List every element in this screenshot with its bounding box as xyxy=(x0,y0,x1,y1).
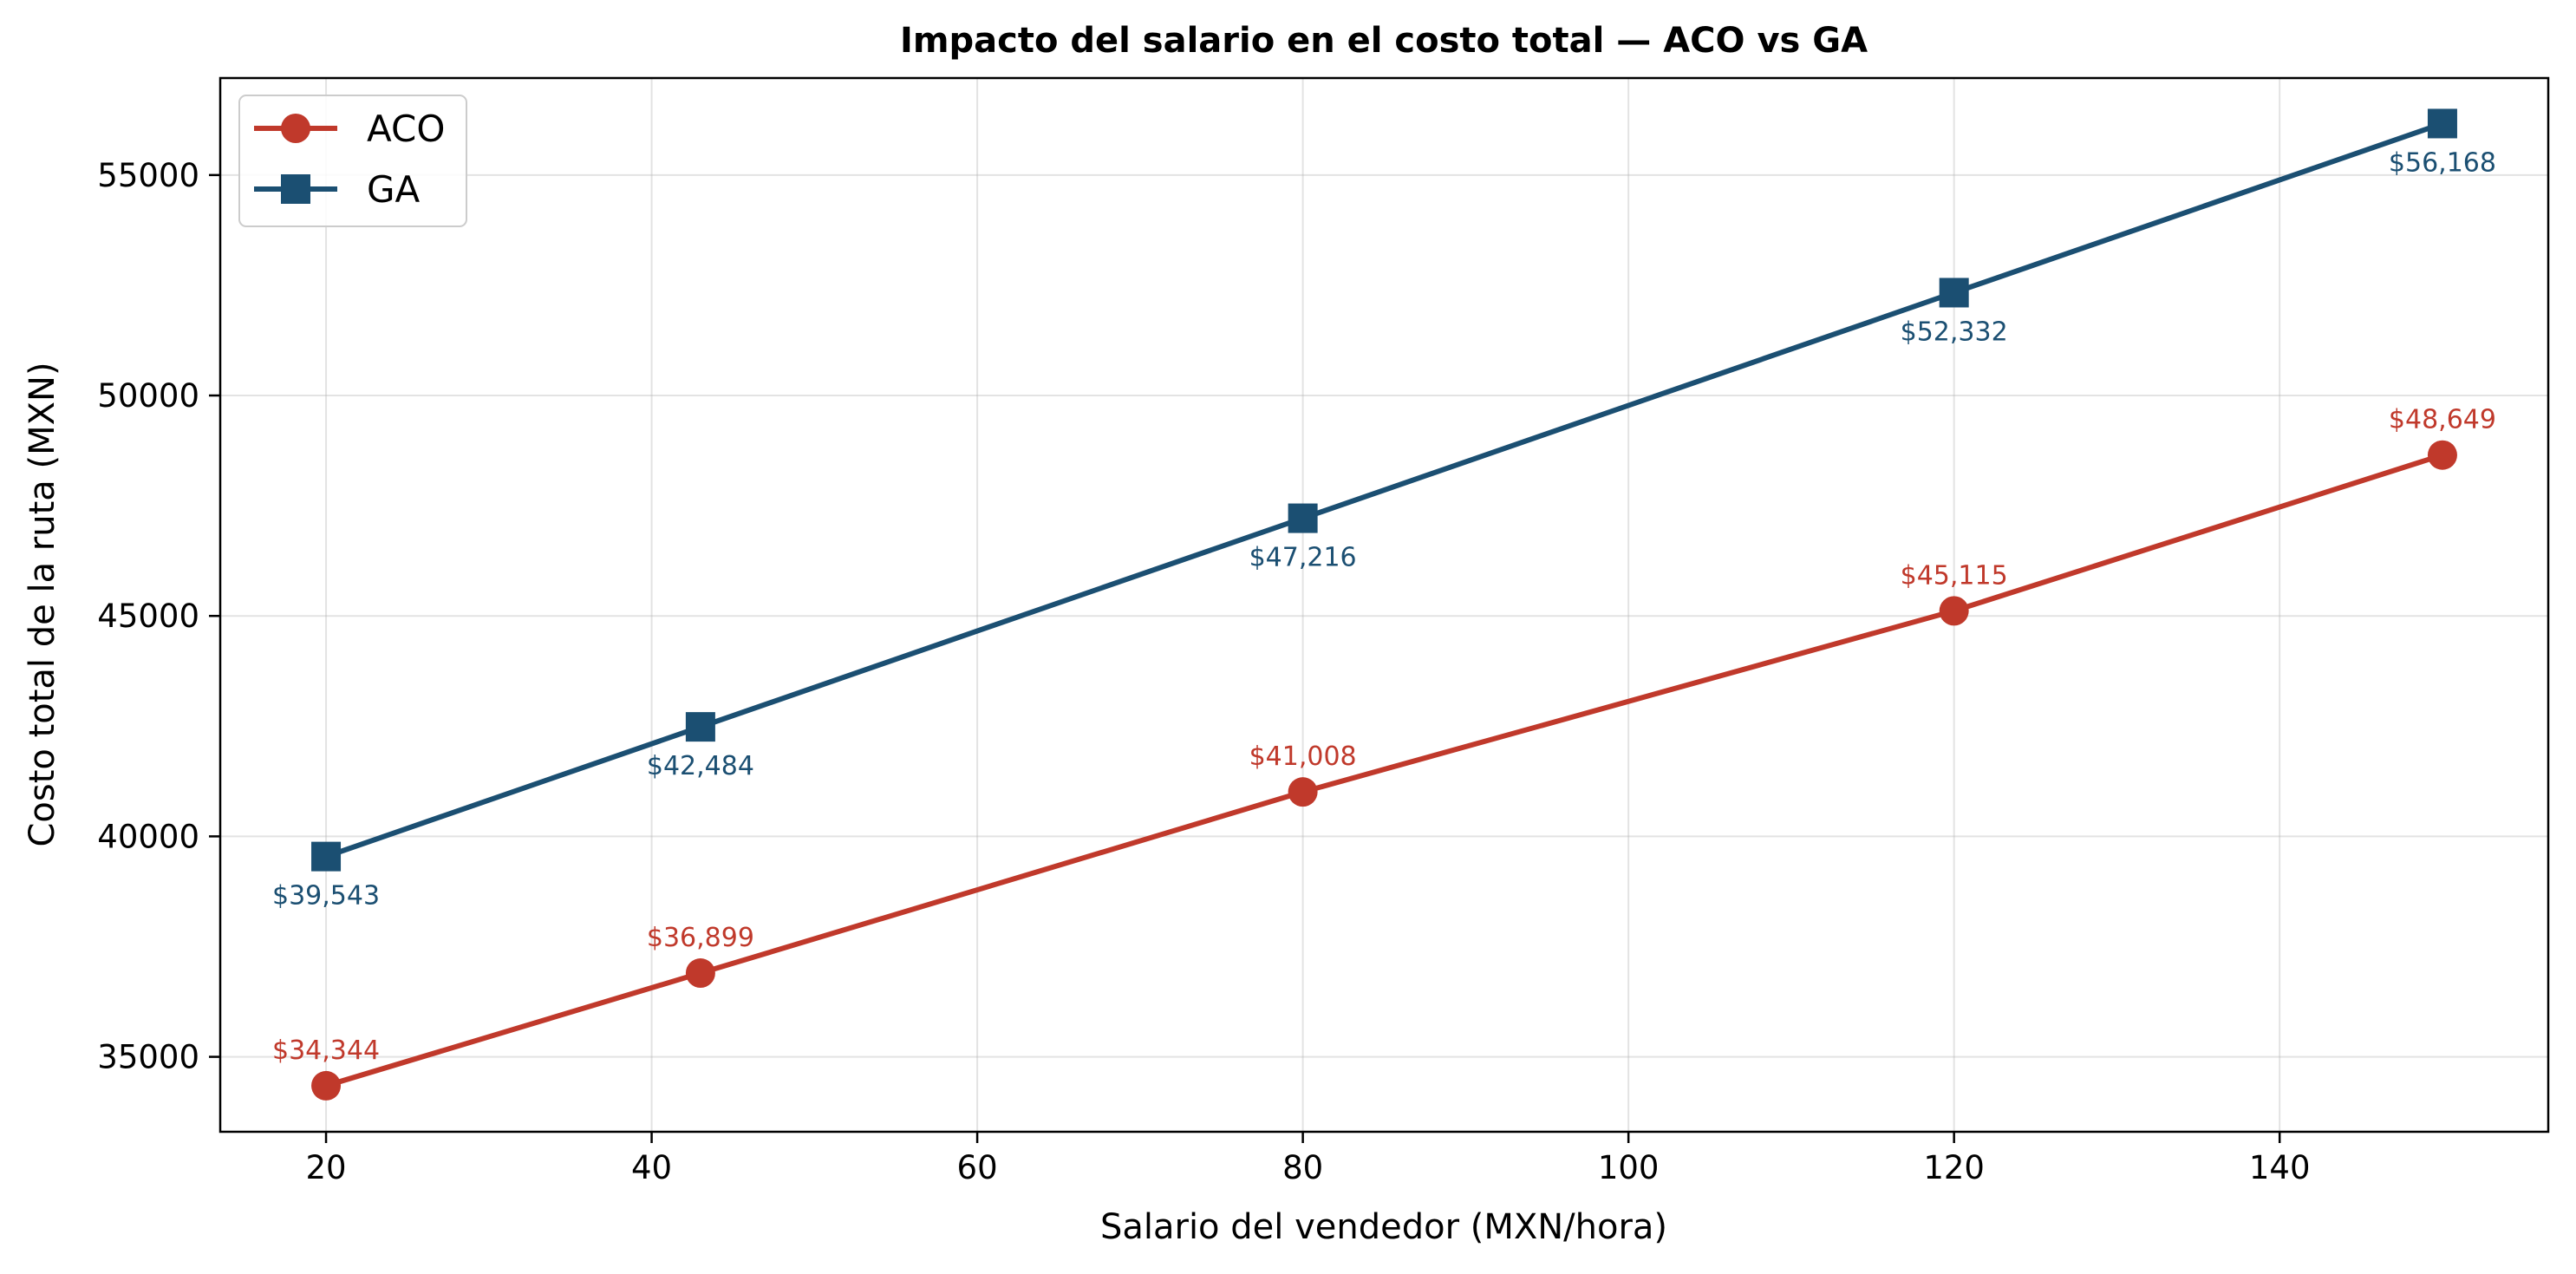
legend-item-ga: GA xyxy=(254,168,421,211)
y-axis-label: Costo total de la ruta (MXN) xyxy=(23,362,62,846)
x-tick-label: 60 xyxy=(957,1149,998,1186)
chart-title: Impacto del salario en el costo total — … xyxy=(900,21,1868,61)
y-tick-label: 55000 xyxy=(97,157,199,194)
series-ga: $39,543 $42,484 $47,216 $52,332 $56,168 xyxy=(272,108,2496,911)
ga-data-label: $56,168 xyxy=(2389,147,2496,178)
legend-label-ga: GA xyxy=(367,168,421,211)
ga-data-label: $52,332 xyxy=(1901,317,2008,347)
y-tick-label: 50000 xyxy=(97,377,199,415)
grid xyxy=(220,78,2548,1132)
ga-point xyxy=(311,841,342,872)
y-tick-label: 40000 xyxy=(97,818,199,855)
ga-data-label: $47,216 xyxy=(1249,543,1357,573)
legend-marker-ga xyxy=(281,174,310,204)
axis-ticks: 20 40 60 80 100 120 140 35000 40000 45000 50000 550… xyxy=(97,157,2310,1186)
aco-data-label: $48,649 xyxy=(2389,405,2496,435)
ga-data-label: $39,543 xyxy=(272,881,380,911)
aco-data-label: $36,899 xyxy=(647,923,754,953)
aco-point xyxy=(1288,777,1318,807)
aco-point xyxy=(2427,440,2457,470)
x-tick-label: 100 xyxy=(1598,1149,1660,1186)
y-tick-label: 45000 xyxy=(97,598,199,635)
aco-point xyxy=(311,1070,342,1101)
x-tick-label: 140 xyxy=(2249,1149,2311,1186)
legend-marker-aco xyxy=(281,114,310,143)
x-axis-label: Salario del vendedor (MXN/hora) xyxy=(1100,1207,1667,1247)
aco-data-label: $41,008 xyxy=(1249,742,1357,772)
y-tick-label: 35000 xyxy=(97,1039,199,1076)
series-layer: $34,344$36,899$41,008$45,115$48,649$39,5… xyxy=(272,108,2496,1101)
ga-point xyxy=(1288,503,1318,533)
aco-data-label: $45,115 xyxy=(1901,560,2008,591)
legend-item-aco: ACO xyxy=(254,108,445,150)
ga-point xyxy=(2427,108,2457,139)
x-tick-label: 120 xyxy=(1923,1149,1985,1186)
x-tick-label: 20 xyxy=(305,1149,346,1186)
legend: ACO GA xyxy=(238,95,467,227)
aco-point xyxy=(685,958,715,989)
x-tick-label: 80 xyxy=(1282,1149,1323,1186)
aco-point xyxy=(1939,596,1969,626)
ga-point xyxy=(1939,278,1969,308)
plot-frame xyxy=(218,76,2550,1134)
ga-point xyxy=(685,712,715,742)
x-tick-label: 40 xyxy=(631,1149,672,1186)
aco-data-label: $34,344 xyxy=(272,1036,380,1066)
series-aco: $34,344 $36,899 $41,008 $45,115 $48,649 xyxy=(272,405,2496,1101)
legend-label-aco: ACO xyxy=(367,108,445,150)
ga-data-label: $42,484 xyxy=(647,751,754,781)
